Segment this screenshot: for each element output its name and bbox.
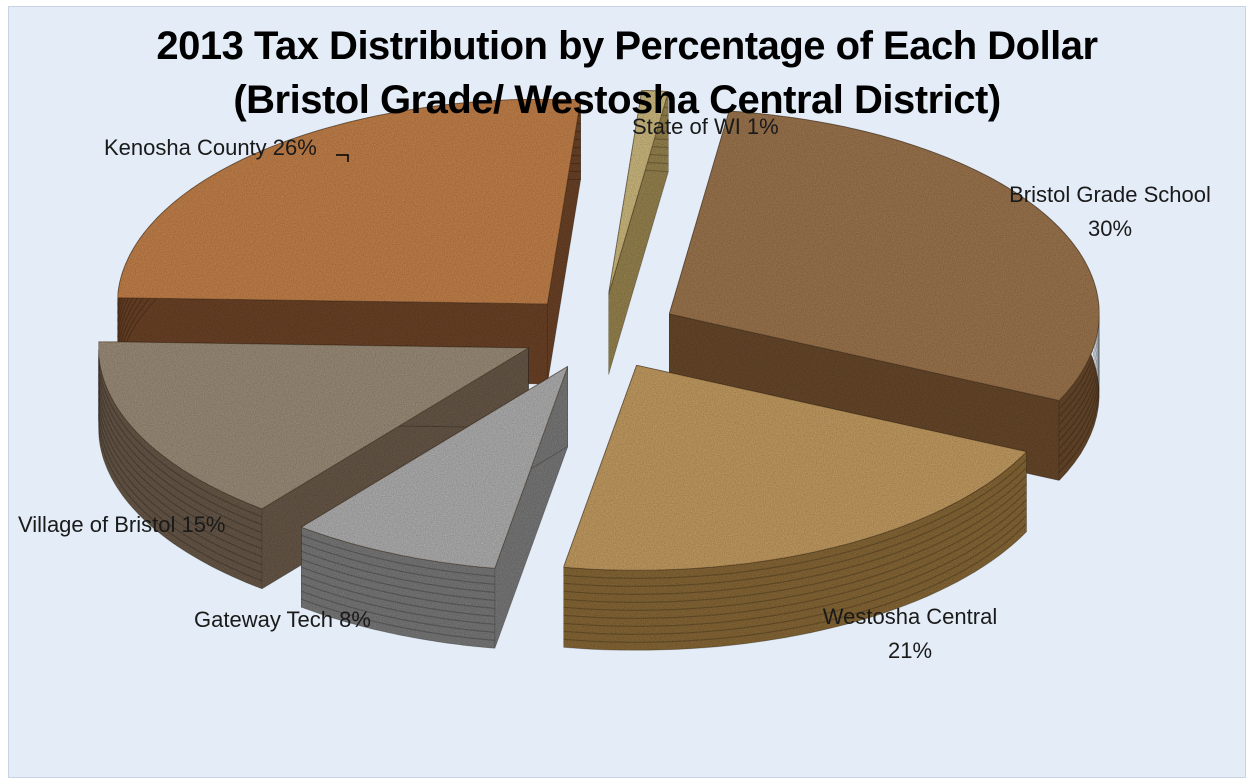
side-stripe-village-of-bristol [97,381,263,550]
chart-title: 2013 Tax Distribution by Percentage of E… [156,24,1098,68]
side-stripe-village-of-bristol [97,357,263,526]
side-stripe-gateway-tech [301,582,495,625]
side-stripe-gateway-tech [301,574,495,617]
side-stripe-westosha-central [563,483,1027,603]
side-stripe-westosha-central [563,523,1027,643]
side-stripe-gateway-tech [301,542,495,585]
side-stripe-westosha-central [563,467,1027,587]
side-stripe-gateway-tech [301,598,495,641]
slice-kenosha-county [117,98,582,305]
side-stripe-westosha-central [563,475,1027,595]
side-stripe-gateway-tech [301,590,495,633]
side-stripe-gateway-tech [301,550,495,593]
slice-gateway-tech [300,365,569,569]
label-westosha-central-value: 21% [887,638,933,663]
label-state-of-wi: State of WI 1% [632,114,779,139]
label-bristol-grade-school: Bristol Grade School 30% [990,178,1230,246]
side-stripe-gateway-tech [301,534,495,577]
label-gateway-tech: Gateway Tech 8% [194,607,371,632]
side-stripe-village-of-bristol [97,389,263,558]
side-stripe-westosha-central [563,499,1027,619]
side-stripe-village-of-bristol [97,373,263,542]
slice-bristol-grade-school [668,110,1100,402]
slice-westosha-central [562,364,1028,571]
side-stripe-westosha-central [563,515,1027,635]
side-stripe-village-of-bristol [97,413,263,582]
slice-state-of-wi [608,89,670,295]
side-stripe-gateway-tech [301,558,495,601]
side-stripe-village-of-bristol [97,405,263,574]
label-village-of-bristol: Village of Bristol 15% [18,512,226,537]
side-stripe-village-of-bristol [97,365,263,534]
label-westosha-central-name: Westosha Central [822,604,998,629]
label-westosha-central: Westosha Central 21% [800,600,1020,668]
side-stripe-westosha-central [563,459,1027,579]
side-stripe-village-of-bristol [97,349,263,518]
label-bristol-grade-school-name: Bristol Grade School [1009,182,1211,207]
side-stripe-westosha-central [563,491,1027,611]
side-stripe-westosha-central [563,507,1027,627]
slice-village-of-bristol [97,341,531,510]
side-stripe-village-of-bristol [97,397,263,566]
pie-tops [97,89,1100,571]
label-kenosha-county: Kenosha County 26% [104,135,317,160]
chart-subtitle: (Bristol Grade/ Westosha Central Distric… [233,78,1001,122]
label-bristol-grade-school-value: 30% [1087,216,1133,241]
side-stripe-gateway-tech [301,566,495,609]
